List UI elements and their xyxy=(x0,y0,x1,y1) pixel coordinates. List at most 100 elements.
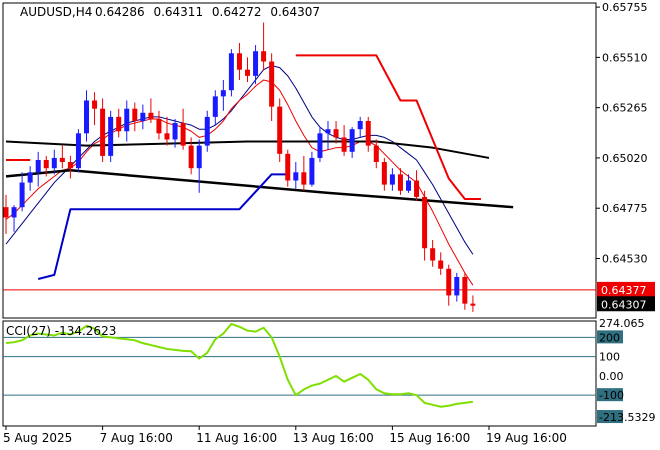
candle xyxy=(132,102,138,132)
candle-body xyxy=(43,159,49,169)
candle xyxy=(349,127,355,158)
candle-body xyxy=(438,260,444,269)
cci-tick-label: 274.065 xyxy=(599,317,645,330)
cci-tick-label: 0.00 xyxy=(599,370,624,383)
ohlc-high: 0.64311 xyxy=(153,5,203,19)
candle xyxy=(220,79,226,111)
candle xyxy=(269,53,275,121)
candle-body xyxy=(253,51,259,76)
candle-body xyxy=(228,53,234,91)
candle-body xyxy=(406,180,411,191)
candle-body xyxy=(116,116,122,132)
candle-body xyxy=(124,108,130,132)
candle xyxy=(365,116,371,152)
candle-body xyxy=(75,133,81,169)
candle xyxy=(43,155,49,177)
candle xyxy=(67,155,73,179)
ma-fast-line xyxy=(5,79,474,286)
y-tick-label: 0.64530 xyxy=(602,252,648,265)
candle xyxy=(245,57,250,83)
chart-frames xyxy=(2,2,597,427)
candle-body xyxy=(35,159,41,173)
candles xyxy=(3,22,476,312)
candle-body xyxy=(156,118,162,134)
candle xyxy=(406,174,411,193)
axes: 0.65755 0.65510 0.65265 0.65020 0.64775 0.645… xyxy=(3,1,655,445)
candle xyxy=(462,272,468,310)
candle-body xyxy=(301,172,307,185)
candle-body xyxy=(27,172,33,183)
price-tag xyxy=(597,281,655,297)
price-tag-label: 0.64377 xyxy=(601,284,647,297)
candle xyxy=(414,170,420,202)
candle-body xyxy=(164,133,170,140)
candle xyxy=(309,151,315,187)
candle xyxy=(357,116,363,138)
cci-tick-label: 100 xyxy=(599,351,620,364)
candle-body xyxy=(470,303,476,306)
candle xyxy=(430,240,436,267)
candle-body xyxy=(381,162,387,185)
candle-body xyxy=(140,112,146,121)
candle-body xyxy=(212,96,218,117)
candle xyxy=(156,110,162,140)
candle xyxy=(373,139,379,169)
candle xyxy=(381,157,387,191)
candle-body xyxy=(365,120,371,146)
candle-body xyxy=(204,116,210,146)
price-tag-label: 0.64307 xyxy=(601,298,647,311)
candle xyxy=(438,252,444,275)
candle-body xyxy=(293,172,299,181)
candle xyxy=(188,137,194,175)
main-panel-frame xyxy=(2,2,597,319)
candle xyxy=(124,100,130,142)
candle xyxy=(19,172,25,212)
candle-body xyxy=(454,276,460,296)
candle xyxy=(301,155,307,191)
candle-body xyxy=(414,180,420,197)
y-tick-label: 0.65265 xyxy=(602,102,648,115)
candle-body xyxy=(236,53,242,70)
cci-label: CCI(27) -134.2623 xyxy=(6,324,116,338)
candle xyxy=(389,168,395,191)
candle-body xyxy=(389,174,395,185)
y-tick-label: 0.65755 xyxy=(602,1,648,14)
candle-body xyxy=(196,145,202,169)
stop-line-blue xyxy=(37,173,288,280)
chart-series xyxy=(3,54,596,291)
candle xyxy=(27,166,33,191)
candle-body xyxy=(188,145,194,169)
candle xyxy=(172,118,178,148)
y-tick-label: 0.64775 xyxy=(602,202,648,215)
candle-body xyxy=(100,108,106,156)
cci-line xyxy=(5,322,474,408)
candle-body xyxy=(333,129,339,138)
candle-body xyxy=(317,133,323,158)
x-tick-label: 11 Aug 16:00 xyxy=(196,431,277,445)
ohlc-readout: 0.64286 0.64311 0.64272 0.64307 xyxy=(95,5,320,19)
candle xyxy=(148,98,154,124)
candle-body xyxy=(51,157,57,169)
candle-body xyxy=(269,61,275,107)
candle xyxy=(293,162,299,189)
candle xyxy=(454,272,460,302)
candle-body xyxy=(325,129,331,134)
candle-body xyxy=(422,196,428,249)
candle-body xyxy=(261,51,267,62)
candle-body xyxy=(397,174,403,191)
candle xyxy=(228,49,234,97)
cci-tick-highlight xyxy=(597,330,623,344)
candle xyxy=(51,149,57,175)
ohlc-open: 0.64286 xyxy=(95,5,145,19)
candle-body xyxy=(180,123,186,146)
candle xyxy=(116,108,122,138)
cci-tick-label: -213.5329 xyxy=(599,411,655,424)
candle-body xyxy=(19,182,25,208)
candle xyxy=(422,190,428,261)
candle-body xyxy=(59,157,65,163)
candle xyxy=(180,108,186,150)
y-tick-label: 0.65510 xyxy=(602,51,648,64)
cci-tick-label: -100 xyxy=(599,389,624,402)
candle xyxy=(35,151,41,187)
candle xyxy=(397,168,403,195)
